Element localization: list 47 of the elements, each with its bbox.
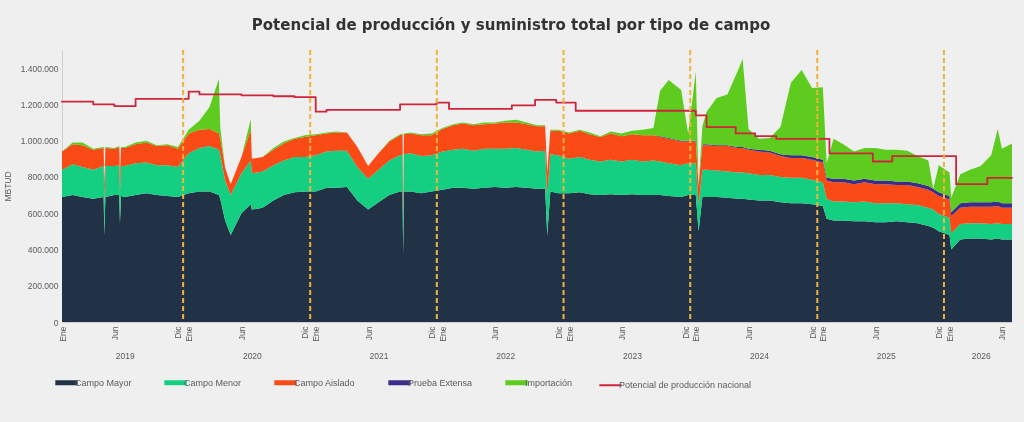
x-tick-label: Ene bbox=[184, 326, 195, 342]
legend-label: Importación bbox=[525, 377, 573, 388]
x-tick-label: Ene bbox=[945, 326, 956, 342]
y-tick-label: 1.000.000 bbox=[20, 136, 59, 147]
legend-label: Campo Mayor bbox=[75, 377, 132, 388]
x-tick-label: Dic bbox=[427, 325, 438, 339]
legend-label: Prueba Extensa bbox=[408, 377, 473, 388]
x2-tick-label: 2025 bbox=[876, 350, 896, 361]
y-tick-label: 200.000 bbox=[27, 281, 59, 292]
y-tick-label: 1.200.000 bbox=[20, 99, 59, 110]
x-tick-label: Dic bbox=[807, 325, 818, 339]
y-tick-label: 600.000 bbox=[27, 208, 59, 219]
x-tick-label: Ene bbox=[691, 326, 702, 342]
x2-tick-label: 2021 bbox=[369, 350, 389, 361]
x-tick-label: Ene bbox=[818, 326, 829, 342]
x2-tick-label: 2023 bbox=[622, 350, 643, 361]
y-tick-label: 1.400.000 bbox=[20, 63, 59, 74]
x-tick-label: Jun bbox=[997, 326, 1008, 341]
chart-title: Potencial de producción y suministro total por tipo de campo bbox=[251, 16, 771, 34]
y-axis-title: MBTUD bbox=[2, 171, 13, 202]
x2-tick-label: 2026 bbox=[971, 350, 991, 361]
y-tick-label: 0 bbox=[53, 317, 59, 328]
x-tick-label: Jun bbox=[744, 326, 755, 341]
y-tick-label: 800.000 bbox=[27, 172, 59, 183]
x-tick-label: Dic bbox=[680, 325, 691, 339]
x-tick-label: Ene bbox=[437, 326, 448, 342]
x-tick-label: Jun bbox=[109, 326, 120, 341]
legend-label: Campo Menor bbox=[184, 377, 242, 388]
x-tick-label: Jun bbox=[363, 326, 374, 341]
x2-tick-label: 2022 bbox=[496, 350, 516, 361]
x2-tick-label: 2020 bbox=[242, 350, 263, 361]
legend-label: Potencial de producción nacional bbox=[619, 380, 752, 391]
x-tick-label: Jun bbox=[617, 326, 628, 341]
x-tick-label: Ene bbox=[564, 326, 575, 342]
x-tick-label: Jun bbox=[490, 326, 501, 341]
legend-label: Campo Aislado bbox=[294, 377, 355, 388]
x-tick-label: Ene bbox=[57, 326, 68, 342]
y-tick-label: 400.000 bbox=[27, 244, 59, 255]
x-tick-label: Jun bbox=[236, 326, 247, 341]
x2-tick-label: 2019 bbox=[115, 350, 136, 361]
x2-tick-label: 2024 bbox=[750, 350, 770, 361]
x-tick-label: Dic bbox=[934, 325, 945, 339]
x-tick-label: Ene bbox=[311, 326, 322, 342]
x-tick-label: Dic bbox=[173, 325, 184, 339]
x-tick-label: Dic bbox=[553, 325, 564, 339]
x-tick-label: Jun bbox=[870, 326, 881, 341]
x-tick-label: Dic bbox=[300, 325, 311, 339]
